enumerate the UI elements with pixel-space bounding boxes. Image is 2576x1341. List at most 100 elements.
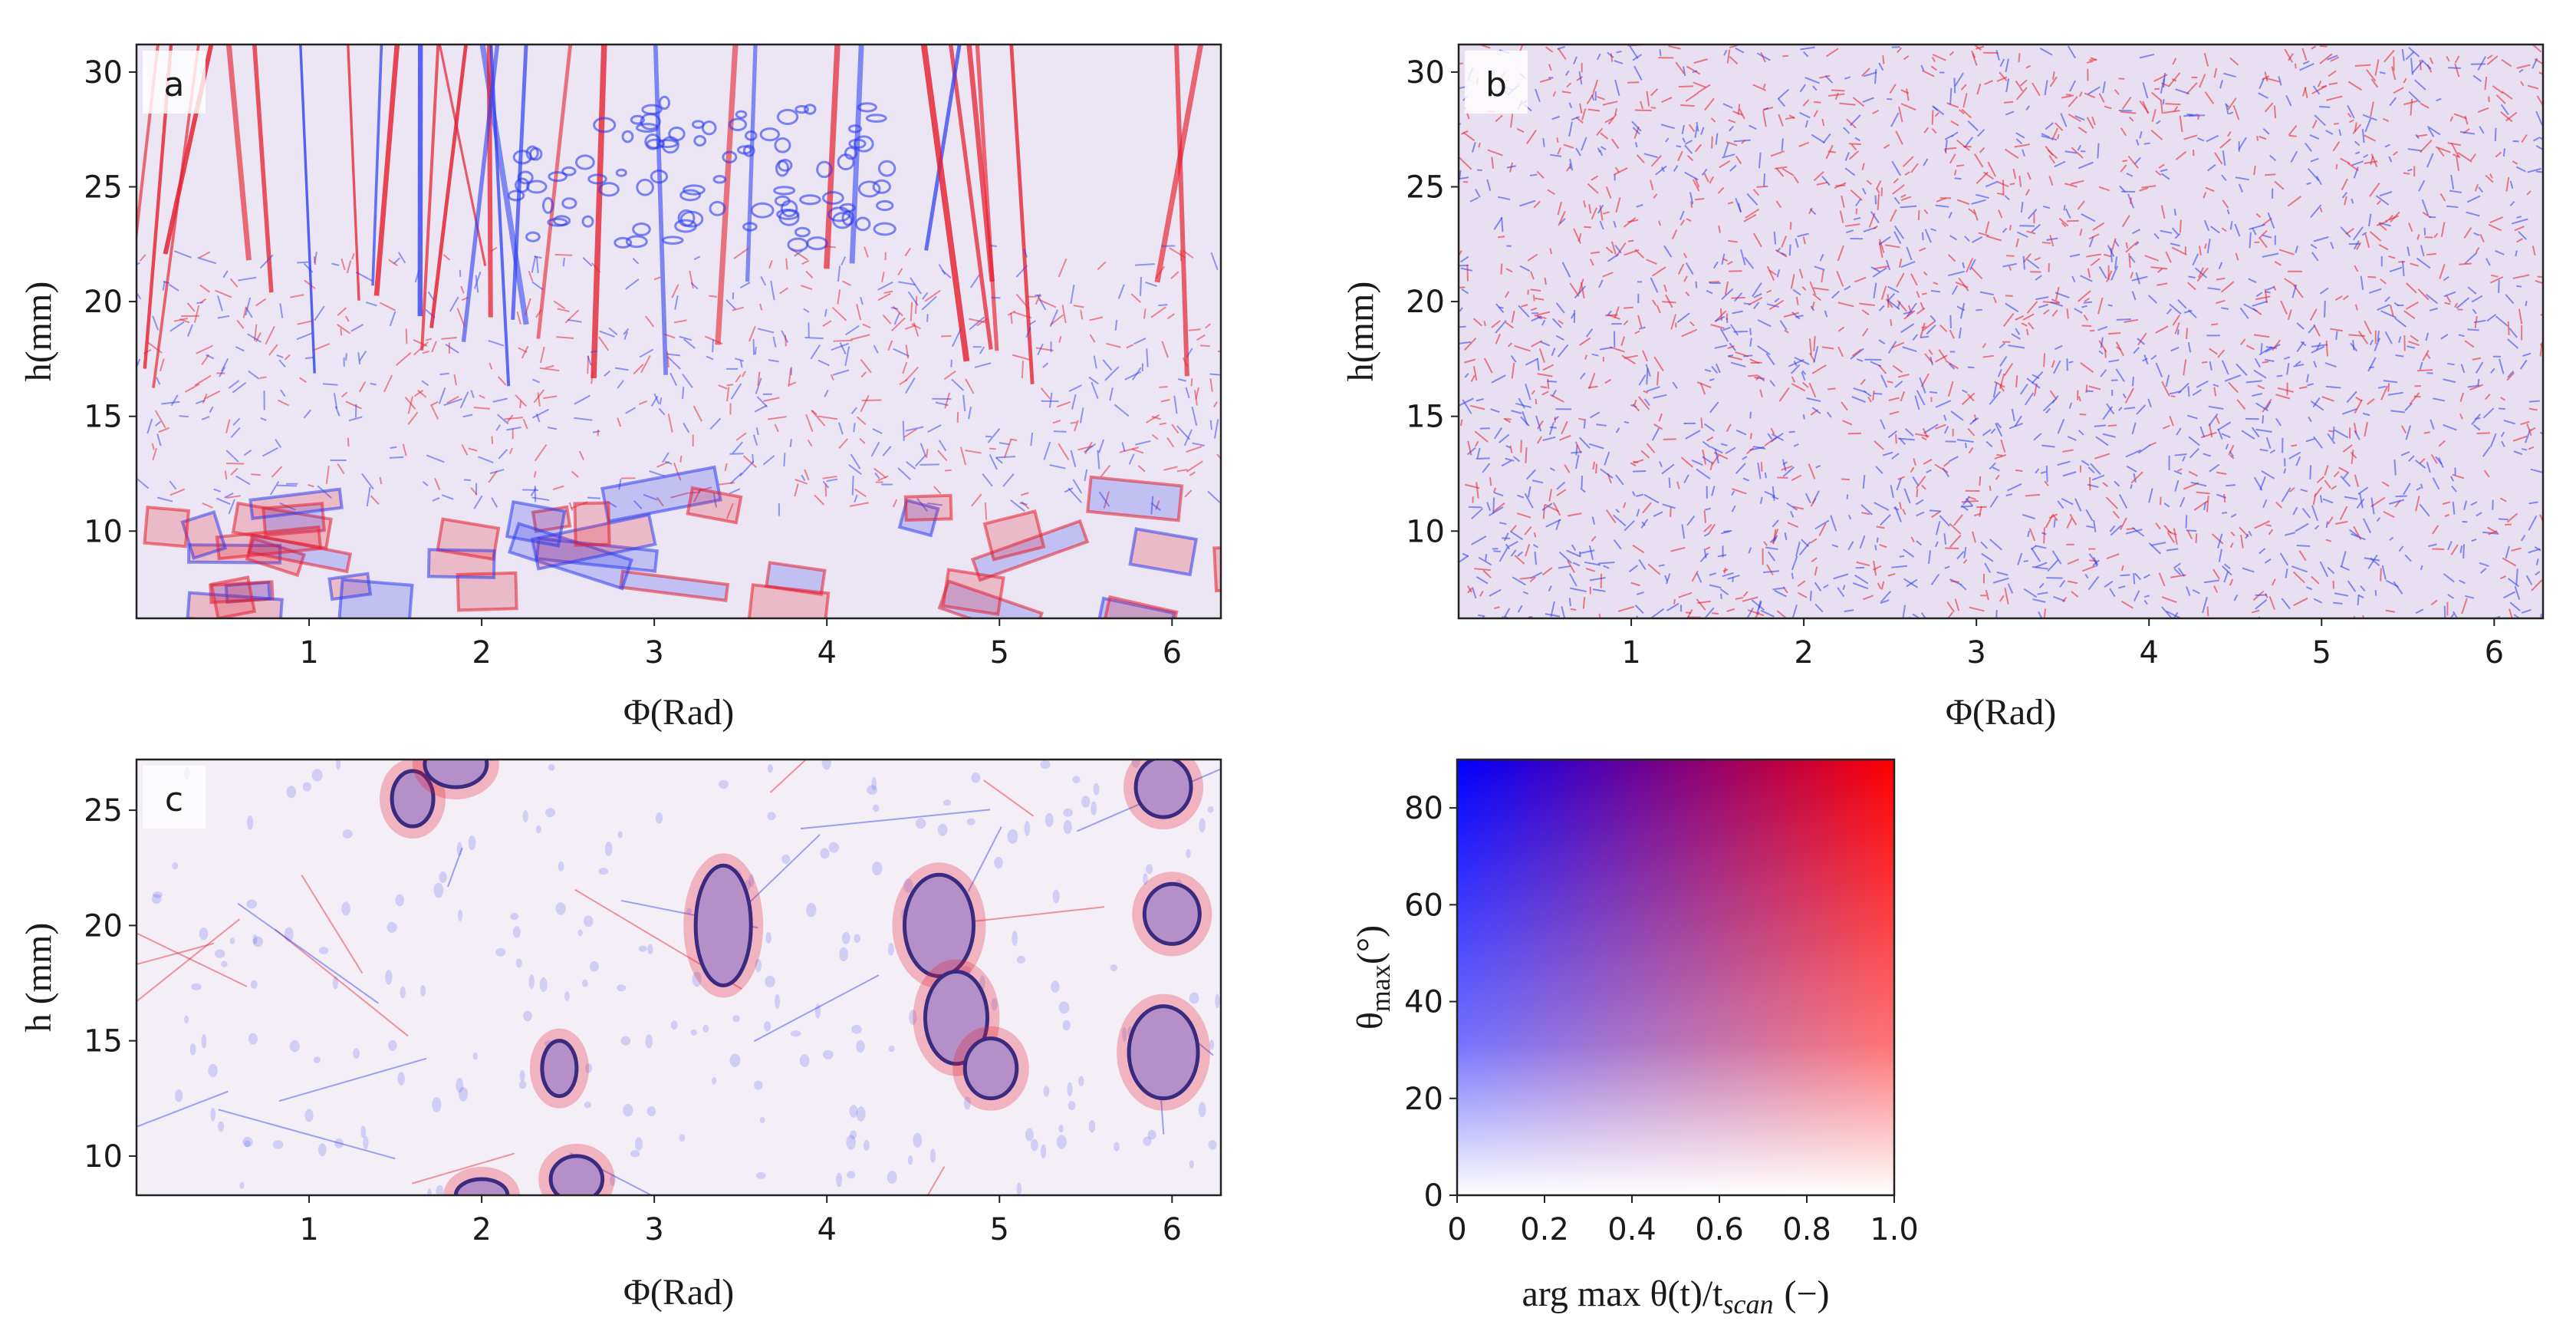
texture-stroke [2265, 437, 2272, 449]
texture-stroke [1742, 456, 1748, 460]
texture-stroke [1934, 354, 1948, 363]
texture-stroke [1636, 615, 1640, 618]
texture-stroke [2379, 191, 2393, 197]
texture-stroke [1592, 461, 1596, 470]
texture-stroke [2041, 133, 2050, 138]
texture-stroke [1951, 285, 1959, 295]
texture-stroke [582, 257, 593, 267]
texture-stroke [1902, 509, 1907, 516]
panel-b-y-tick-label: 10 [1406, 514, 1445, 549]
texture-stroke [1722, 103, 1733, 109]
texture-stroke [890, 306, 898, 310]
texture-stroke [2238, 183, 2243, 193]
texture-stroke [2268, 529, 2274, 535]
texture-stroke [426, 454, 445, 463]
texture-stroke [2188, 436, 2200, 446]
texture-stroke [1552, 91, 1556, 97]
texture-stroke [2222, 199, 2229, 209]
texture-stroke [689, 270, 694, 289]
texture-stroke [2446, 55, 2450, 62]
texture-stroke [2061, 222, 2067, 228]
texture-stroke [1837, 245, 1844, 262]
texture-stroke [1795, 296, 1799, 305]
texture-stroke [2316, 476, 2324, 483]
texture-stroke [2364, 160, 2378, 164]
texture-stroke [2389, 536, 2394, 542]
texture-stroke [1967, 366, 1975, 369]
texture-stroke [2350, 451, 2357, 459]
texture-stroke [2340, 475, 2351, 487]
texture-blob [598, 182, 620, 197]
texture-stroke [1502, 616, 1504, 618]
texture-stroke [2069, 80, 2076, 92]
texture-stroke [2108, 359, 2120, 363]
texture-stroke [2115, 368, 2125, 382]
texture-speck [1056, 1135, 1067, 1149]
texture-stroke [1893, 196, 1900, 205]
texture-stroke [2229, 578, 2234, 586]
texture-stroke [1974, 153, 1984, 168]
texture-speck [729, 1053, 741, 1067]
texture-stroke [2325, 521, 2329, 529]
texture-stroke [1801, 286, 1807, 292]
texture-stroke [2393, 581, 2403, 595]
texture-stroke [1938, 349, 1947, 361]
texture-stroke [1694, 126, 1698, 138]
texture-stroke [1646, 259, 1657, 265]
texture-stroke [1984, 562, 1992, 573]
texture-stroke [1638, 396, 1650, 410]
texture-stroke [1930, 390, 1938, 394]
texture-stroke [1867, 396, 1872, 403]
texture-grain [209, 575, 257, 618]
texture-stroke [2459, 262, 2472, 265]
texture-stroke [1630, 462, 1637, 467]
texture-stroke [2131, 291, 2137, 301]
texture-stroke [2494, 127, 2497, 142]
texture-stroke [2503, 419, 2515, 425]
texture-grain [1086, 475, 1184, 522]
texture-stroke [2321, 396, 2334, 402]
texture-stroke [2307, 383, 2314, 387]
texture-speck [994, 856, 1003, 869]
texture-stroke [1499, 522, 1507, 526]
texture-stroke [2215, 416, 2220, 424]
panel-a-x-tick-label: 2 [472, 635, 491, 670]
texture-boundary [737, 834, 821, 914]
texture-stroke [247, 333, 262, 343]
texture-stroke [1561, 606, 1566, 618]
texture-stroke [1568, 121, 1573, 137]
texture-stroke [179, 318, 190, 324]
texture-stroke [299, 377, 307, 384]
texture-speck [638, 945, 647, 952]
texture-stroke [2173, 528, 2178, 545]
texture-stroke [1748, 374, 1758, 377]
texture-stroke [2150, 130, 2163, 140]
texture-stroke [2319, 561, 2329, 578]
texture-stroke [2364, 320, 2372, 334]
texture-stroke [255, 298, 267, 307]
texture-stroke [1875, 466, 1883, 474]
texture-stroke [1923, 458, 1933, 465]
texture-speck [302, 782, 311, 792]
texture-stroke [1597, 561, 1615, 565]
texture-stroke [850, 453, 861, 470]
texture-stroke [2296, 322, 2305, 330]
texture-stroke [1104, 366, 1120, 381]
texture-stroke [2352, 124, 2362, 134]
texture-stroke [1463, 338, 1477, 351]
texture-stroke [1847, 514, 1852, 520]
texture-stroke [754, 404, 768, 413]
texture-stroke [2378, 243, 2389, 251]
texture-stroke [2150, 91, 2162, 101]
texture-stroke [2160, 205, 2166, 219]
texture-stroke [1121, 442, 1126, 452]
texture-stroke [848, 464, 862, 476]
texture-stroke [2357, 595, 2360, 606]
texture-stroke [2438, 457, 2444, 469]
texture-stroke [1681, 524, 1686, 539]
texture-stroke [959, 446, 967, 466]
texture-stroke [653, 393, 660, 404]
texture-stroke [1923, 209, 1929, 215]
texture-stroke [226, 462, 245, 465]
texture-stroke [1989, 485, 1992, 491]
